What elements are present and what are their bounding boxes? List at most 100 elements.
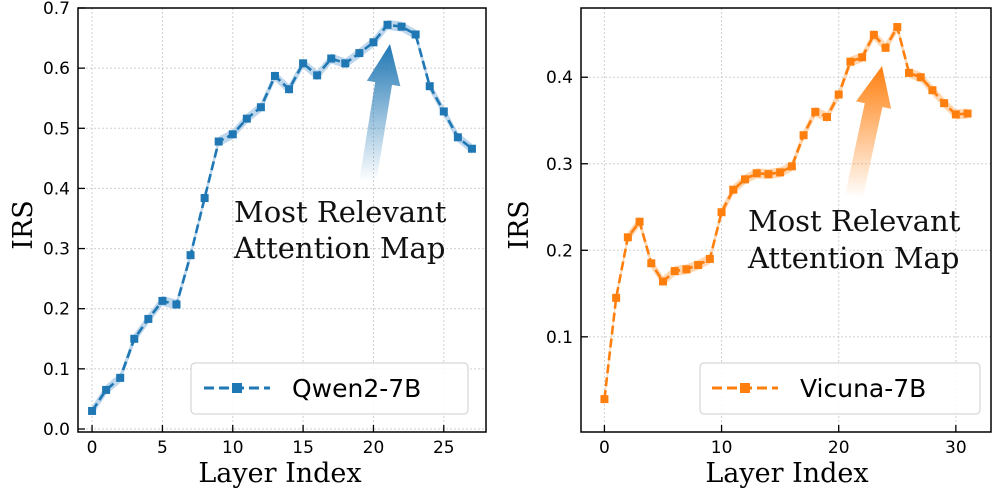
x-axis-label: Layer Index — [705, 458, 868, 489]
data-point — [453, 133, 462, 142]
data-point — [172, 300, 181, 309]
data-point — [383, 20, 392, 29]
data-point — [670, 267, 679, 276]
y-tick-label: 0.7 — [43, 0, 70, 19]
y-tick-label: 0.6 — [43, 59, 70, 79]
y-axis-label: IRS — [504, 200, 535, 250]
x-tick-label: 0 — [599, 438, 610, 458]
arrow-shape — [845, 66, 892, 198]
plot-frame — [77, 7, 487, 433]
data-point — [928, 86, 937, 95]
chart-vicuna: Most Relevant Attention Map Vicuna-7B 0 1… — [504, 7, 992, 489]
data-point — [705, 254, 714, 263]
data-point — [88, 406, 97, 415]
data-point — [299, 59, 308, 68]
data-point — [834, 90, 843, 99]
data-point — [425, 82, 434, 91]
legend-label: Qwen2-7B — [292, 374, 421, 403]
data-point — [467, 144, 476, 153]
data-point — [823, 113, 831, 122]
data-point — [951, 110, 960, 119]
y-tick-label: 0.2 — [43, 300, 70, 320]
x-tick-label: 15 — [292, 438, 314, 458]
data-point — [940, 99, 949, 108]
data-point — [341, 59, 350, 68]
data-point — [694, 260, 703, 269]
annotation-line-2: Attention Map — [747, 241, 959, 275]
data-point — [256, 103, 265, 112]
x-axis-label: Layer Index — [198, 458, 361, 489]
y-axis-label: IRS — [8, 200, 39, 250]
data-point — [881, 43, 890, 52]
data-point — [270, 71, 279, 80]
y-tick-label: 0.2 — [546, 241, 573, 261]
data-point — [752, 169, 761, 178]
data-point — [102, 385, 111, 394]
axis-ticks: 0 10 20 30 0.1 0.2 0.3 0.4 — [546, 68, 967, 458]
y-tick-label: 0.4 — [546, 68, 573, 88]
data-point — [647, 259, 656, 268]
series-markers — [600, 23, 972, 404]
plot-frame — [580, 7, 992, 433]
legend-box — [190, 362, 469, 415]
x-tick-label: 20 — [363, 438, 385, 458]
data-point — [397, 22, 406, 31]
data-point — [893, 23, 902, 32]
data-point — [327, 54, 336, 63]
data-point — [858, 53, 867, 62]
x-tick-label: 20 — [828, 438, 850, 458]
annotation-arrow — [359, 44, 401, 182]
legend-marker-swatch — [232, 383, 242, 393]
y-tick-label: 0.5 — [43, 119, 70, 139]
legend-label: Vicuna-7B — [800, 374, 926, 403]
data-point — [158, 296, 167, 305]
y-tick-label: 0.3 — [43, 240, 70, 260]
legend-box — [699, 362, 981, 415]
data-point — [369, 38, 378, 47]
arrow-shape — [359, 44, 401, 182]
data-point — [200, 194, 209, 203]
annotation-arrow — [845, 66, 892, 198]
series-markers — [88, 20, 476, 415]
data-point — [228, 130, 237, 139]
data-point — [612, 293, 621, 302]
series-line — [90, 23, 473, 412]
data-point — [682, 265, 691, 274]
data-point — [729, 185, 738, 194]
y-tick-label: 0.3 — [546, 155, 573, 175]
y-tick-label: 0.1 — [43, 360, 70, 380]
annotation-line-1: Most Relevant — [748, 204, 961, 238]
annotation-line-2: Attention Map — [233, 231, 445, 265]
data-point — [799, 131, 808, 140]
data-point — [659, 277, 667, 286]
data-point — [285, 85, 294, 94]
x-tick-label: 10 — [711, 438, 733, 458]
chart-qwen2: Most Relevant Attention Map Qwen2-7B 0 5 1… — [8, 0, 487, 489]
data-point — [186, 251, 195, 260]
data-point — [600, 395, 609, 404]
data-point — [130, 334, 139, 343]
data-point — [635, 217, 644, 226]
data-point — [811, 107, 820, 116]
data-point — [717, 208, 726, 217]
legend: Qwen2-7B — [190, 362, 469, 415]
data-point — [869, 30, 878, 39]
data-point — [905, 68, 913, 77]
data-point — [116, 373, 125, 382]
y-tick-label: 0.0 — [43, 420, 70, 440]
data-point — [439, 107, 448, 116]
data-point — [846, 57, 855, 66]
y-tick-label: 0.1 — [546, 328, 573, 348]
axis-ticks: 0 5 10 15 20 25 0.0 0.1 0.2 0.3 0.4 0.5 0.6 0.7 — [43, 0, 455, 458]
x-tick-label: 25 — [433, 438, 455, 458]
data-point — [355, 49, 364, 58]
y-tick-label: 0.4 — [43, 179, 70, 199]
x-tick-label: 30 — [945, 438, 967, 458]
data-point — [144, 314, 153, 323]
data-point — [963, 109, 972, 118]
legend: Vicuna-7B — [699, 362, 981, 415]
data-point — [313, 71, 322, 80]
data-point — [776, 168, 785, 177]
data-point — [411, 30, 420, 39]
